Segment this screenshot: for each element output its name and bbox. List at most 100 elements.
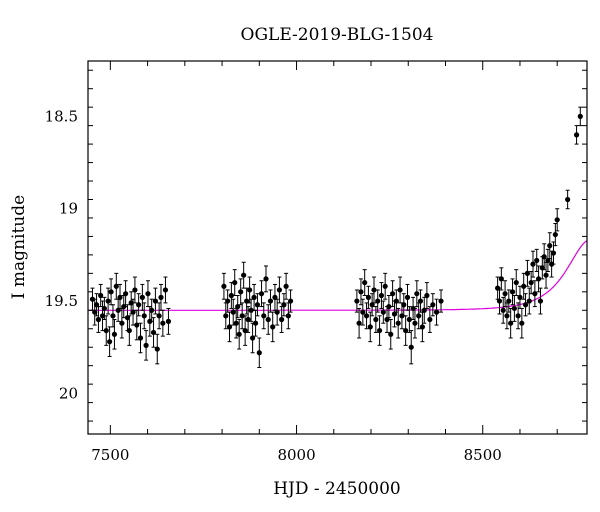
y-axis-label: I magnitude xyxy=(9,195,29,299)
data-point xyxy=(258,291,265,297)
data-point xyxy=(550,250,557,256)
data-point xyxy=(249,335,256,341)
data-point xyxy=(539,265,545,271)
plot-area xyxy=(88,106,587,369)
data-point xyxy=(283,283,289,289)
data-point xyxy=(158,294,164,300)
data-point xyxy=(414,291,420,297)
data-point xyxy=(554,217,560,223)
data-point xyxy=(223,313,229,319)
data-point xyxy=(126,327,132,334)
data-point xyxy=(384,316,390,323)
x-axis: 7500 8000 8500 xyxy=(91,61,558,464)
data-point xyxy=(547,243,553,249)
plot-frame xyxy=(87,60,588,435)
data-point xyxy=(233,320,239,326)
data-point xyxy=(403,327,409,334)
data-point xyxy=(395,320,401,326)
data-point xyxy=(535,276,542,282)
data-point xyxy=(152,298,159,304)
data-point xyxy=(577,113,583,119)
data-point xyxy=(390,291,396,297)
data-point xyxy=(543,272,549,278)
data-point xyxy=(105,298,111,304)
data-point xyxy=(376,327,383,334)
data-point xyxy=(404,294,411,300)
data-point xyxy=(221,283,227,289)
data-point xyxy=(149,307,155,313)
data-point xyxy=(150,329,157,336)
data-point xyxy=(386,303,392,310)
data-point xyxy=(93,302,100,308)
data-point xyxy=(134,322,140,328)
data-point xyxy=(519,320,525,326)
y-tick-label: 19.5 xyxy=(45,292,78,310)
data-point xyxy=(235,303,241,310)
data-point xyxy=(123,291,129,297)
data-point xyxy=(573,132,580,138)
data-point xyxy=(530,261,536,267)
data-point xyxy=(427,316,433,323)
data-point xyxy=(89,296,96,302)
data-point xyxy=(365,294,372,300)
data-point xyxy=(95,316,102,323)
y-tick-label: 20 xyxy=(59,384,78,402)
data-point xyxy=(541,254,547,260)
data-point xyxy=(160,320,166,326)
data-point xyxy=(380,309,386,315)
data-point xyxy=(378,292,385,299)
data-point xyxy=(397,287,403,293)
data-point xyxy=(358,289,364,295)
data-point xyxy=(103,327,109,334)
data-point xyxy=(130,309,136,315)
data-point xyxy=(156,313,162,319)
data-point xyxy=(226,324,233,330)
data-point xyxy=(139,294,145,300)
data-point xyxy=(430,302,436,308)
data-point xyxy=(254,302,261,308)
data-point xyxy=(101,305,107,312)
data-point xyxy=(424,292,430,299)
y-tick-label: 18.5 xyxy=(45,107,78,125)
data-point xyxy=(517,294,523,300)
data-point xyxy=(108,289,114,295)
data-point xyxy=(508,320,514,326)
data-point xyxy=(552,231,558,238)
data-point xyxy=(513,279,519,286)
x-tick-label: 8500 xyxy=(464,446,502,464)
data-point xyxy=(252,320,259,326)
x-axis-label: HJD - 2450000 xyxy=(273,479,401,499)
data-point xyxy=(106,339,113,345)
data-point xyxy=(230,309,236,315)
data-point xyxy=(110,313,116,319)
data-point xyxy=(388,331,394,337)
data-point xyxy=(363,313,370,319)
data-point xyxy=(128,300,134,306)
data-point xyxy=(532,291,538,297)
data-point xyxy=(285,313,291,319)
data-point xyxy=(143,342,149,348)
data-point xyxy=(419,324,426,330)
data-point xyxy=(261,313,267,319)
data-point xyxy=(509,289,516,295)
data-point xyxy=(522,302,529,308)
data-point xyxy=(272,294,278,300)
data-point xyxy=(393,298,399,304)
data-point xyxy=(528,279,534,286)
data-point xyxy=(382,283,388,289)
data-point xyxy=(251,294,257,300)
data-point xyxy=(137,335,144,341)
data-point xyxy=(526,298,532,304)
data-point xyxy=(113,283,119,289)
data-point xyxy=(565,196,571,203)
data-point xyxy=(537,298,544,304)
data-point xyxy=(263,276,269,282)
x-tick-label: 8000 xyxy=(277,446,315,464)
data-point xyxy=(154,346,160,352)
data-point xyxy=(99,313,106,319)
data-point xyxy=(238,289,244,295)
data-point xyxy=(111,331,118,337)
data-point xyxy=(373,316,379,323)
data-point xyxy=(369,302,375,308)
